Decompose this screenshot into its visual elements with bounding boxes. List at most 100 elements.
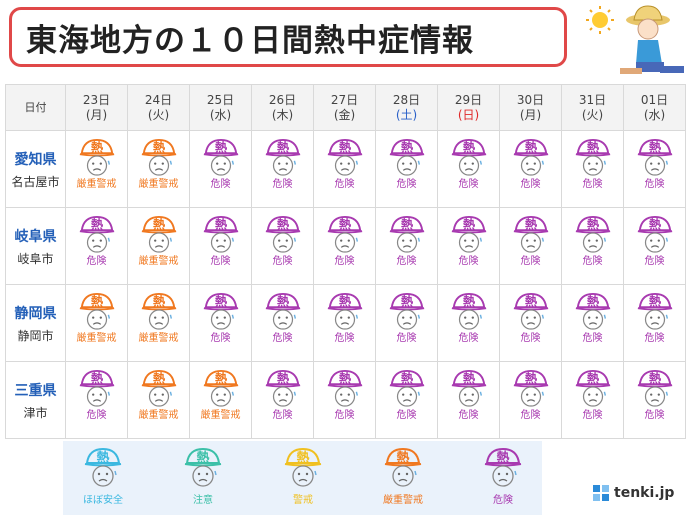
forecast-cell: 熱危険 xyxy=(189,284,252,362)
heat-face-icon: 熱 xyxy=(263,445,343,489)
level-label: 危険 xyxy=(86,410,107,421)
forecast-cell: 熱危険 xyxy=(251,284,314,362)
city-label: 津市 xyxy=(23,405,48,420)
level-label: 危険 xyxy=(210,333,231,344)
forecast-cell: 熱厳重警戒 xyxy=(127,284,190,362)
weekday-label: (月) xyxy=(519,107,542,122)
forecast-cell: 熱危険 xyxy=(375,207,438,285)
level-label: 危険 xyxy=(86,256,107,267)
sun-icon xyxy=(586,6,614,34)
svg-text:熱: 熱 xyxy=(276,294,289,309)
forecast-cell: 熱危険 xyxy=(499,130,562,208)
weekday-label: (月) xyxy=(85,107,108,122)
svg-text:熱: 熱 xyxy=(338,294,351,309)
forecast-cell: 熱危険 xyxy=(437,207,500,285)
location-cell: 三重県 津市 xyxy=(5,361,66,439)
forecast-cell: 熱危険 xyxy=(623,361,686,439)
forecast-cell: 熱危険 xyxy=(437,130,500,208)
level-label: 危険 xyxy=(334,410,355,421)
forecast-cell: 熱危険 xyxy=(251,207,314,285)
heat-face-icon: 熱 xyxy=(376,367,437,409)
heat-face-icon: 熱 xyxy=(128,367,189,409)
level-label: 厳重警戒 xyxy=(138,333,179,344)
heat-face-icon: 熱 xyxy=(562,136,623,178)
level-label: 危険 xyxy=(272,179,293,190)
forecast-cell: 熱厳重警戒 xyxy=(127,207,190,285)
svg-text:熱: 熱 xyxy=(96,450,109,466)
svg-text:熱: 熱 xyxy=(524,294,537,309)
level-label: 危険 xyxy=(520,256,541,267)
forecast-cell: 熱危険 xyxy=(375,361,438,439)
forecast-cell: 熱危険 xyxy=(313,284,376,362)
heat-face-icon: 熱 xyxy=(463,445,543,489)
heat-face-icon: 熱 xyxy=(376,290,437,332)
heat-face-icon: 熱 xyxy=(128,290,189,332)
level-label: 危険 xyxy=(396,256,417,267)
forecast-cell: 熱危険 xyxy=(561,361,624,439)
level-label: 危険 xyxy=(272,333,293,344)
heat-face-icon: 熱 xyxy=(314,367,375,409)
svg-text:熱: 熱 xyxy=(90,371,103,386)
hot-person-illustration xyxy=(586,5,684,74)
svg-text:熱: 熱 xyxy=(276,371,289,386)
heat-face-icon: 熱 xyxy=(66,136,127,178)
forecast-cell: 熱危険 xyxy=(561,284,624,362)
svg-text:熱: 熱 xyxy=(524,140,537,155)
svg-text:熱: 熱 xyxy=(462,371,475,386)
svg-text:熱: 熱 xyxy=(400,294,413,309)
heat-face-icon: 熱 xyxy=(190,290,251,332)
legend-item-safe: 熱ほぼ安全 xyxy=(63,441,143,506)
svg-text:熱: 熱 xyxy=(152,371,165,386)
forecast-cell: 熱危険 xyxy=(65,207,128,285)
weekday-label: (木) xyxy=(271,107,294,122)
heat-face-icon: 熱 xyxy=(624,290,685,332)
location-cell: 愛知県 名古屋市 xyxy=(5,130,66,208)
heat-face-icon: 熱 xyxy=(376,136,437,178)
forecast-cell: 熱危険 xyxy=(561,130,624,208)
forecast-cell: 熱危険 xyxy=(189,207,252,285)
level-label: 危険 xyxy=(396,179,417,190)
forecast-cell: 熱危険 xyxy=(65,361,128,439)
forecast-cell: 熱危険 xyxy=(375,130,438,208)
level-label: 危険 xyxy=(210,256,231,267)
level-label: 危険 xyxy=(520,179,541,190)
svg-text:熱: 熱 xyxy=(90,140,103,155)
heat-face-icon: 熱 xyxy=(438,136,499,178)
legend-label: ほぼ安全 xyxy=(83,495,123,506)
weekday-label: (水) xyxy=(643,107,666,122)
heat-face-icon: 熱 xyxy=(624,213,685,255)
svg-text:熱: 熱 xyxy=(90,217,103,232)
level-label: 危険 xyxy=(334,333,355,344)
forecast-cell: 熱危険 xyxy=(623,207,686,285)
level-label: 危険 xyxy=(272,410,293,421)
svg-text:熱: 熱 xyxy=(586,371,599,386)
level-label: 危険 xyxy=(396,333,417,344)
date-header: 28日 (土) xyxy=(375,84,438,131)
svg-text:熱: 熱 xyxy=(496,450,509,466)
svg-text:熱: 熱 xyxy=(648,140,661,155)
forecast-cell: 熱厳重警戒 xyxy=(127,130,190,208)
svg-text:熱: 熱 xyxy=(586,217,599,232)
svg-text:熱: 熱 xyxy=(152,140,165,155)
heat-face-icon: 熱 xyxy=(252,367,313,409)
heat-face-icon: 熱 xyxy=(500,367,561,409)
prefecture-label: 静岡県 xyxy=(14,305,57,322)
forecast-cell: 熱厳重警戒 xyxy=(65,130,128,208)
svg-text:熱: 熱 xyxy=(648,371,661,386)
level-legend: 熱ほぼ安全熱注意熱警戒熱厳重警戒熱危険 xyxy=(63,441,542,515)
date-header: 29日 (日) xyxy=(437,84,500,131)
legend-label: 危険 xyxy=(493,495,513,506)
heat-face-icon: 熱 xyxy=(252,136,313,178)
weekday-label: (金) xyxy=(333,107,356,122)
level-label: 危険 xyxy=(334,179,355,190)
heat-face-icon: 熱 xyxy=(66,290,127,332)
weekday-label: (土) xyxy=(395,107,418,122)
city-label: 名古屋市 xyxy=(11,174,60,189)
legend-item-severe: 熱厳重警戒 xyxy=(363,441,443,506)
level-label: 危険 xyxy=(582,410,603,421)
legend-item-caution: 熱注意 xyxy=(163,441,243,506)
heat-face-icon: 熱 xyxy=(376,213,437,255)
forecast-cell: 熱危険 xyxy=(499,361,562,439)
level-label: 厳重警戒 xyxy=(138,410,179,421)
tenki-logo-text: tenki.jp xyxy=(614,485,675,501)
